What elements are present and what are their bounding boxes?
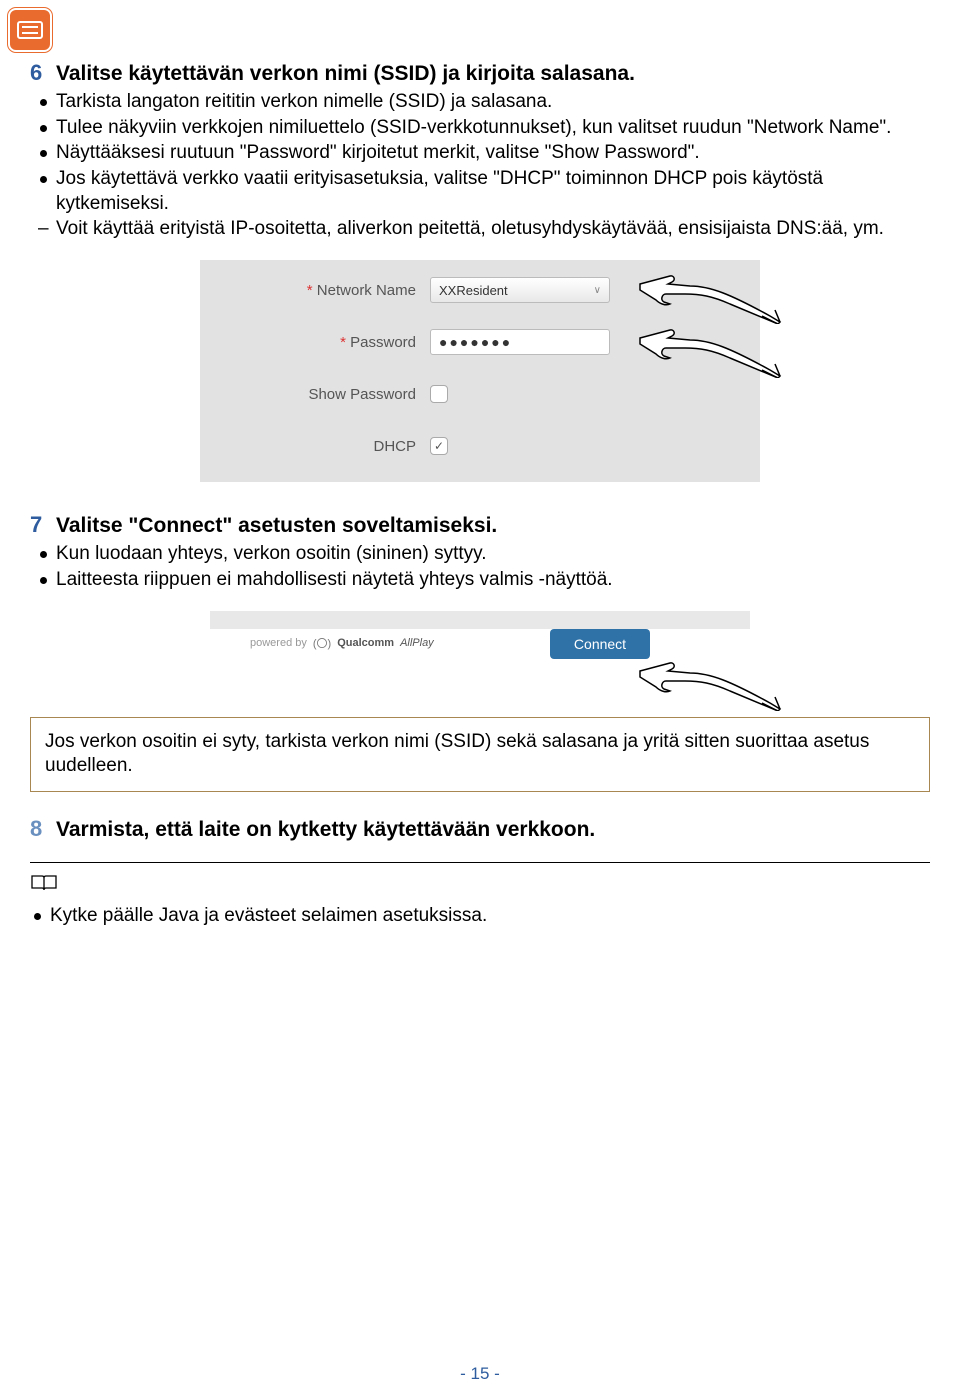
step-6-title: Valitse käytettävän verkon nimi (SSID) j…: [56, 62, 635, 86]
network-name-label: * Network Name: [200, 282, 430, 299]
step-7-bullet-1: Laitteesta riippuen ei mahdollisesti näy…: [56, 568, 930, 593]
step-6-bullet-1: Tulee näkyviin verkkojen nimiluettelo (S…: [56, 116, 930, 141]
qualcomm-text: Qualcomm: [337, 637, 394, 649]
dhcp-row: DHCP ✓: [200, 430, 760, 462]
footer-bullet-0: Kytke päälle Java ja evästeet selaimen a…: [50, 904, 930, 929]
powered-by-text: powered by: [250, 637, 307, 649]
dhcp-check-mark: ✓: [434, 439, 444, 453]
page-number: - 15 -: [0, 1364, 960, 1384]
dhcp-checkbox[interactable]: ✓: [430, 437, 448, 455]
step-7-bullets: Kun luodaan yhteys, verkon osoitin (sini…: [30, 542, 930, 592]
show-password-checkbox[interactable]: [430, 385, 448, 403]
password-label-text: Password: [350, 334, 416, 351]
allplay-text: AllPlay: [400, 637, 434, 649]
required-mark-2: *: [340, 334, 346, 351]
hand-pointer-icon-3: [630, 641, 790, 711]
connect-gray-block: [210, 611, 750, 629]
step-6-number: 6: [30, 60, 48, 86]
step-6-bullet-4: Voit käyttää erityistä IP-osoitetta, ali…: [56, 217, 930, 242]
chevron-down-icon: ∨: [594, 285, 601, 296]
step-8-title: Varmista, että laite on kytketty käytett…: [56, 818, 595, 842]
password-label: * Password: [200, 334, 430, 351]
step-7-bullet-0: Kun luodaan yhteys, verkon osoitin (sini…: [56, 542, 930, 567]
step-8-number: 8: [30, 816, 48, 842]
divider: [30, 862, 930, 863]
form-illustration: * Network Name XXResident ∨ * Password ●…: [200, 260, 760, 482]
password-value: ●●●●●●●: [439, 334, 512, 350]
step-6-bullets: Tarkista langaton reititin verkon nimell…: [30, 90, 930, 242]
step-6-bullet-0: Tarkista langaton reititin verkon nimell…: [56, 90, 930, 115]
toc-icon: [8, 8, 52, 52]
connect-illustration: powered by (〇) Qualcomm AllPlay Connect: [210, 611, 750, 651]
toc-icon-inner: [17, 21, 43, 39]
footer-bullets: Kytke päälle Java ja evästeet selaimen a…: [30, 904, 930, 929]
network-name-value: XXResident: [439, 283, 508, 298]
step-7-number: 7: [30, 512, 48, 538]
step-7-header: 7 Valitse "Connect" asetusten soveltamis…: [30, 512, 930, 538]
step-6-bullet-2: Näyttääksesi ruutuun "Password" kirjoite…: [56, 141, 930, 166]
step-8-header: 8 Varmista, että laite on kytketty käyte…: [30, 816, 930, 842]
book-icon: [30, 873, 930, 898]
allplay-logo-icon: (〇): [313, 635, 331, 651]
show-password-row: Show Password: [200, 378, 760, 410]
step-7-title: Valitse "Connect" asetusten soveltamisek…: [56, 514, 497, 538]
step-6-header: 6 Valitse käytettävän verkon nimi (SSID)…: [30, 60, 930, 86]
hand-pointer-icon-2: [630, 308, 790, 378]
page-content: 6 Valitse käytettävän verkon nimi (SSID)…: [0, 0, 960, 967]
show-password-label: Show Password: [200, 386, 430, 403]
dhcp-label: DHCP: [200, 438, 430, 455]
network-name-label-text: Network Name: [317, 282, 416, 299]
network-name-dropdown[interactable]: XXResident ∨: [430, 277, 610, 303]
password-input[interactable]: ●●●●●●●: [430, 329, 610, 355]
step-6-bullet-3: Jos käytettävä verkko vaatii erityisaset…: [56, 167, 930, 216]
required-mark: *: [307, 282, 313, 299]
note-box: Jos verkon osoitin ei syty, tarkista ver…: [30, 717, 930, 792]
connect-button-label: Connect: [574, 636, 626, 652]
